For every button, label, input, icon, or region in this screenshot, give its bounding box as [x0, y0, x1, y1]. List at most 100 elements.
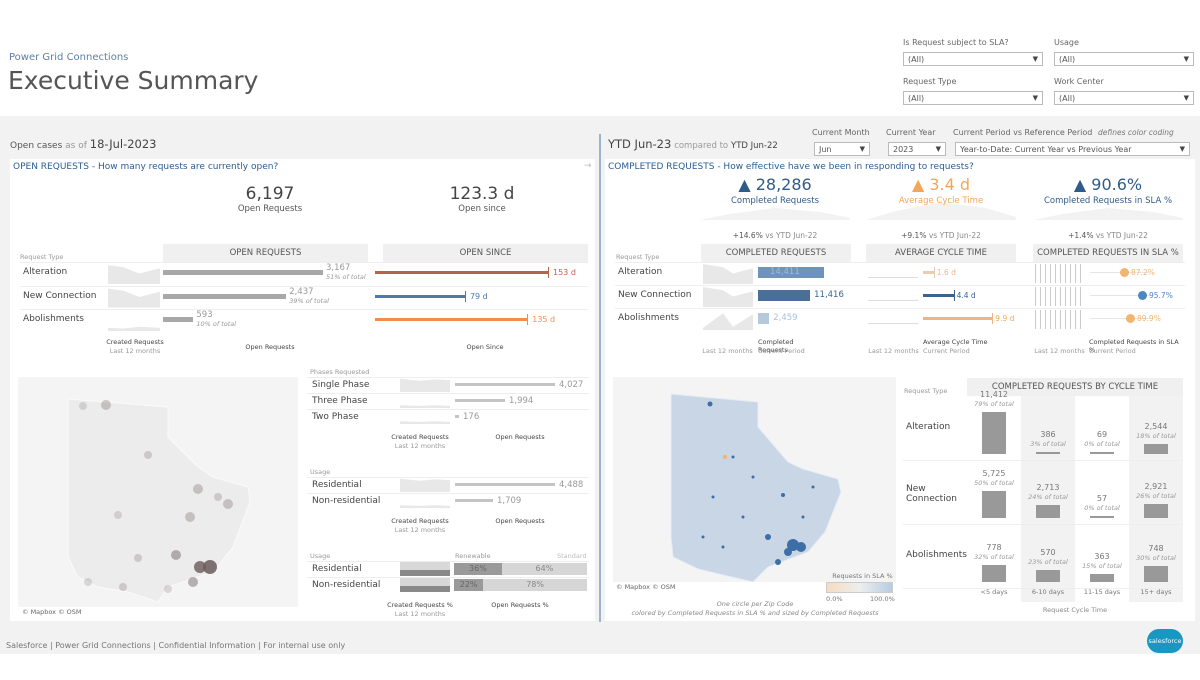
since-bar[interactable] [375, 318, 528, 321]
open-bar[interactable] [163, 317, 194, 322]
page-title: Executive Summary [8, 66, 259, 95]
cycle-tick [933, 267, 935, 278]
cycle-bar[interactable] [923, 294, 954, 297]
filter-dropdown[interactable]: (All) ▼ [903, 52, 1043, 66]
control-dropdown[interactable]: Jun ▼ [814, 142, 870, 156]
cycle-bar[interactable] [1090, 574, 1114, 582]
row-divider [615, 262, 1185, 263]
sla-dot[interactable] [1120, 268, 1129, 277]
control-dropdown[interactable]: Year-to-Date: Current Year vs Previous Y… [955, 142, 1190, 156]
renewable-bar[interactable]: 22% [454, 579, 484, 591]
map-credit: © Mapbox © OSM [22, 608, 82, 616]
open-value: 1,709 [497, 496, 522, 506]
kpi-delta-ref: vs YTD Jun-22 [1095, 231, 1148, 240]
kpi-label: Average Cycle Time [898, 196, 984, 206]
cycle-value: 570 [1040, 547, 1056, 557]
cycle-pct: 0% of total [1084, 504, 1120, 512]
row-divider [20, 262, 588, 263]
cycle-sparkline [868, 314, 918, 324]
kpi-value: ▲ 90.6% [1073, 175, 1143, 194]
sla-dot[interactable] [1126, 314, 1135, 323]
cycle-value: 386 [1040, 430, 1056, 439]
since-bar[interactable] [375, 271, 548, 274]
period-ref: YTD Jun-22 [731, 141, 778, 151]
foot-last12: Last 12 months [394, 442, 446, 450]
cycle-value: 5,725 [982, 469, 1006, 479]
cycle-bar[interactable] [1144, 444, 1168, 454]
cycle-pct: 18% of total [1136, 432, 1176, 441]
open-bar[interactable] [455, 499, 493, 502]
sla-line [1090, 295, 1150, 296]
completed-value: 14,411 [770, 267, 800, 277]
filter-label: Usage [1054, 38, 1079, 47]
standard-label: Standard [557, 552, 587, 560]
open-bar[interactable] [163, 293, 287, 299]
row-divider [307, 377, 589, 378]
renewable-bar[interactable]: 36% [454, 563, 502, 575]
sla-map[interactable] [613, 377, 896, 582]
standard-bar[interactable]: 78% [483, 579, 587, 591]
sparkline [400, 378, 450, 392]
cycle-bar[interactable] [1144, 504, 1168, 518]
period-compared: compared to [674, 141, 729, 151]
open-bar[interactable] [455, 483, 555, 486]
period-line: YTD Jun-23 compared to YTD Jun-22 [608, 137, 778, 151]
chevron-down-icon: ▼ [1183, 94, 1189, 102]
foot-open-since: Open Since [466, 343, 504, 351]
axis-label: Request Cycle Time [1042, 606, 1108, 614]
cycle-pct: 23% of total [1028, 557, 1068, 566]
section-divider [599, 134, 601, 622]
cycle-bar[interactable] [1036, 569, 1060, 582]
foot-last12: Last 12 months [1034, 347, 1085, 355]
row-label: New Connection [618, 290, 692, 300]
since-bar[interactable] [375, 294, 465, 298]
cycle-bar[interactable] [1036, 452, 1060, 454]
kpi-delta: +14.6% vs YTD Jun-22 [700, 231, 850, 240]
request-type-label: Request Type [616, 253, 660, 261]
cycle-bar[interactable] [982, 564, 1006, 582]
cycle-bar[interactable] [923, 271, 934, 274]
arrow-right-icon[interactable]: → [584, 161, 592, 171]
open-bar[interactable] [455, 383, 555, 386]
filter-dropdown[interactable]: (All) ▼ [903, 91, 1043, 105]
foot-open: Open Requests % [491, 601, 549, 609]
open-bar[interactable] [163, 270, 323, 275]
control-label: Current Period vs Reference Period [953, 128, 1093, 137]
completed-bar[interactable] [758, 267, 824, 278]
cycle-bar[interactable] [923, 317, 993, 320]
kpi-label: Open since [458, 204, 506, 214]
row-divider [307, 477, 589, 478]
cycle-bar[interactable] [982, 412, 1006, 454]
kpi-delta-value: +14.6% [732, 231, 763, 240]
cycle-bar[interactable] [1036, 505, 1060, 518]
col-header-open-since: OPEN SINCE [383, 244, 588, 262]
cycle-bar[interactable] [1144, 566, 1168, 582]
cycle-bar[interactable] [1090, 452, 1114, 454]
completed-bar[interactable] [758, 290, 811, 301]
legend-min: 0.0% [826, 595, 843, 603]
cycle-tick [953, 290, 955, 301]
control-dropdown[interactable]: 2023 ▼ [888, 142, 946, 156]
completed-section-title: COMPLETED REQUESTS - How effective have … [608, 162, 974, 172]
open-bar[interactable] [455, 399, 505, 402]
cycle-value: 2,713 [1036, 483, 1060, 493]
filter-dropdown[interactable]: (All) ▼ [1054, 91, 1194, 105]
kpi-value: 6,197 [245, 184, 295, 204]
completed-bar[interactable] [758, 313, 770, 324]
open-bar[interactable] [455, 415, 459, 418]
asof-mid: as of [65, 141, 87, 151]
salesforce-logo[interactable]: salesforce [1147, 629, 1183, 653]
request-type-label: Request Type [20, 253, 64, 261]
open-requests-map[interactable] [18, 377, 298, 607]
cycle-bar[interactable] [982, 491, 1006, 518]
kpi-delta-value: +1.4% [1068, 231, 1094, 240]
breadcrumb[interactable]: Power Grid Connections [9, 52, 129, 63]
sla-dot[interactable] [1138, 291, 1147, 300]
row-divider [20, 285, 588, 287]
completed-value: 11,416 [814, 290, 844, 300]
filter-dropdown[interactable]: (All) ▼ [1054, 52, 1194, 66]
standard-bar[interactable]: 64% [501, 563, 587, 575]
map-credit: © Mapbox © OSM [616, 583, 676, 591]
cycle-bar[interactable] [1090, 516, 1114, 518]
cycle-value: 11,412 [980, 390, 1008, 399]
